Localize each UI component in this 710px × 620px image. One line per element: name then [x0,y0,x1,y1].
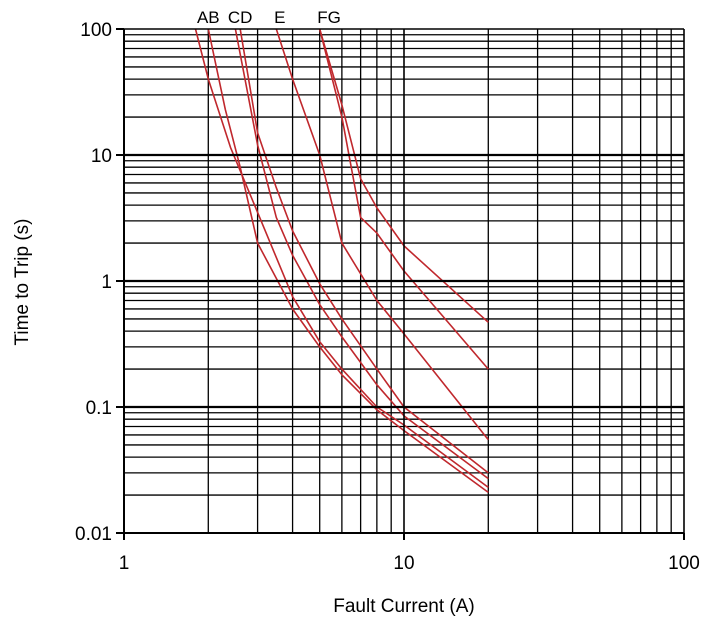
trip-curve-line [194,28,489,489]
x-tick-label: 10 [393,553,414,574]
y-tick-label: 10 [91,146,112,167]
x-tick-label: 100 [668,553,700,574]
x-tick-label: 1 [119,553,130,574]
major-grid [124,29,684,533]
trip-curve-line [239,28,489,474]
trip-curve-line [234,28,489,480]
y-tick-label: 1 [101,272,112,293]
trip-curves [194,28,489,494]
curve-labels: AB CD E FG [197,8,341,27]
trip-curve-line [318,28,489,323]
x-axis-ticks: 1 10 100 [119,533,700,574]
y-tick-label: 0.1 [86,398,112,419]
curve-label: FG [317,8,341,27]
curve-label: CD [228,8,253,27]
y-axis-title: Time to Trip (s) [12,218,33,345]
trip-curve-line [318,28,489,370]
y-tick-label: 100 [80,20,112,41]
x-axis-title: Fault Current (A) [333,596,474,617]
curve-label: AB [197,8,220,27]
y-tick-label: 0.01 [75,524,112,545]
trip-curve-line [207,28,489,494]
y-axis-ticks: 0.01 0.1 1 10 100 [75,20,124,545]
curve-label: E [274,8,285,27]
